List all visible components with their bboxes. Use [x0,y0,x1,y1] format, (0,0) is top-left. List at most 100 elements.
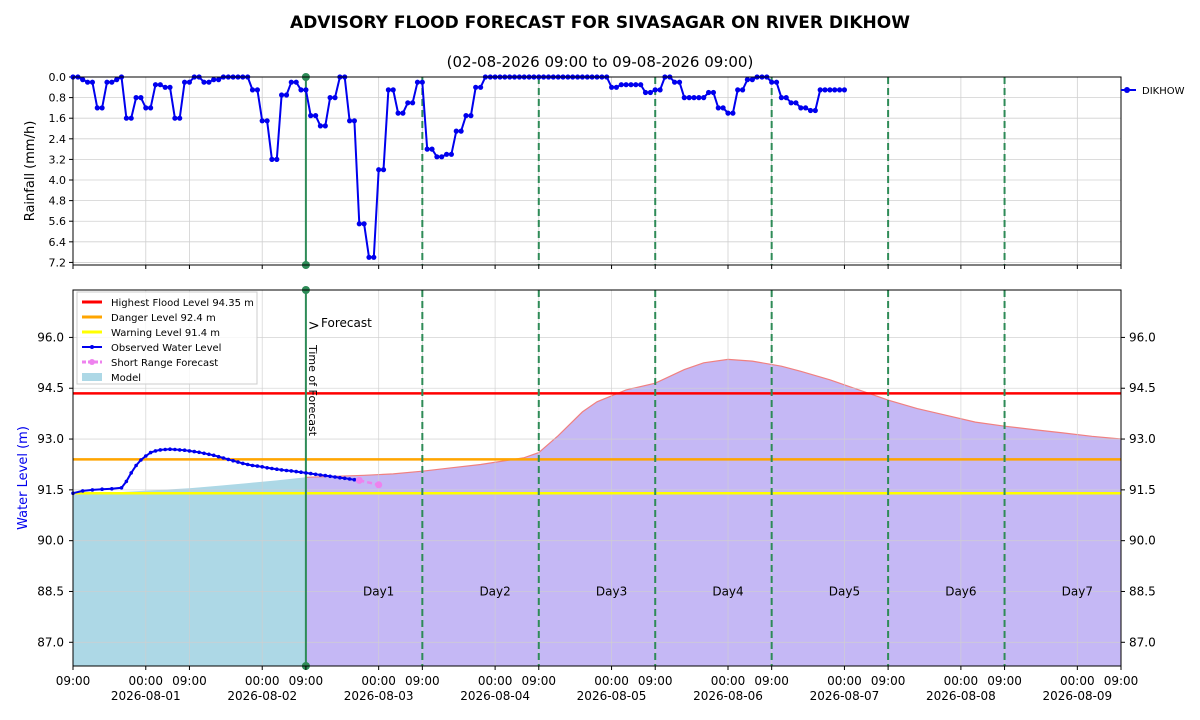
legend-label: Model [111,373,141,384]
time-tick-label: 00:00 [1060,674,1095,688]
chart-title: ADVISORY FLOOD FORECAST FOR SIVASAGAR ON… [290,13,910,33]
water-level-plot-frame [72,289,1122,667]
legend-label: Short Range Forecast [111,358,218,369]
rainfall-point [85,79,91,85]
rainfall-point [288,79,294,85]
legend-marker [90,345,94,349]
rainfall-point [371,254,377,260]
rainfall-point [254,87,260,93]
water-level-right-tick-label: 90.0 [1129,534,1156,548]
rainfall-point [327,95,333,101]
rainfall-point [463,113,469,119]
rainfall-point [259,118,265,124]
water-level-tick-label: 93.0 [37,432,64,446]
rainfall-point [380,167,387,173]
rainfall-tick-label: 2.4 [49,133,67,146]
observed-water-level-point [163,447,167,452]
water-level-tick-label: 88.5 [37,584,64,598]
chart-subtitle: (02-08-2026 09:00 to 09-08-2026 09:00) [447,53,754,71]
rainfall-point [264,118,270,124]
rainfall-tick-label: 0.8 [49,92,67,105]
rainfall-point [434,154,440,160]
observed-water-level-point [207,452,211,457]
rainfall-point [211,77,217,83]
rainfall-point [308,113,314,119]
rainfall-point [298,87,304,93]
observed-water-level-point [187,449,192,453]
rainfall-point [822,87,828,93]
day-label: Day7 [1062,584,1093,598]
observed-water-level-point [202,451,206,456]
rainfall-point [157,82,163,88]
observed-water-level-point [313,472,318,477]
time-tick-label: 00:00 [128,674,163,688]
rainfall-point [395,110,401,116]
time-tick-label: 09:00 [405,674,440,688]
time-tick-label: 00:00 [594,674,629,688]
rainfall-point [366,254,372,260]
rainfall-point [652,87,658,93]
observed-water-level-point [270,466,274,471]
date-label: 2026-08-06 [693,689,763,703]
rainfall-point [172,115,178,121]
rainfall-point [706,89,712,96]
model-area [73,358,1122,666]
rainfall-point [313,113,319,119]
rainfall-point [94,105,100,111]
rainfall-tick-label: 4.8 [49,195,67,208]
observed-water-level-point [294,469,299,474]
observed-water-level-point [177,448,182,452]
day-labels: Day1 Day2 Day3 Day4 Day5 Day6 Day7 [363,584,1093,598]
rainfall-point [182,79,188,85]
observed-water-level-point [328,474,332,479]
rainfall-tick-label: 1.6 [49,112,67,125]
rainfall-point [812,107,818,114]
rainfall-point [837,87,843,93]
model-forecast-line [305,358,1122,478]
observed-water-level-point [144,454,148,458]
rainfall-point [385,87,391,93]
observed-water-level-point [260,465,265,469]
rainfall-panel: 0.0 0.8 1.6 2.4 3.2 4.0 4.8 5.6 6.4 7.2 Rainfall … [23,71,1185,269]
rainfall-point [148,105,154,111]
observed-water-level-point [153,449,158,453]
rainfall-point [128,115,134,121]
water-level-right-tick-label: 88.5 [1129,584,1156,598]
rainfall-point [104,79,110,85]
rainfall-point [414,79,421,85]
observed-water-level-point [308,471,313,476]
rainfall-tick-label: 7.2 [49,256,67,269]
rainfall-point [633,82,639,88]
rainfall-point [827,87,833,93]
rainfall-point [841,87,848,93]
date-label: 2026-08-04 [460,689,530,703]
water-level-panel: 87.0 87.0 88.5 88.5 90.0 90.0 91.5 91.5 93.0 93.0… [16,286,1156,703]
water-level-tick-label: 90.0 [37,534,64,548]
rainfall-point [778,95,785,101]
rainfall-point [783,95,789,101]
rainfall-point [676,79,683,85]
rainfall-vertical-lines [301,73,1006,269]
time-axis-ticks: 09:00 00:00 09:00 00:00 09:00 00:00 09:00 00:00… [56,666,1138,703]
rainfall-point [618,82,624,88]
observed-water-level-point [197,450,201,455]
rainfall-legend-marker [1124,87,1130,93]
rainfall-point [216,77,222,83]
day-label: Day4 [712,584,743,598]
day-label: Day3 [596,584,627,598]
day-label: Day2 [479,584,510,598]
rainfall-point [186,79,192,85]
rainfall-point [793,100,799,106]
rainfall-series [70,74,848,260]
rainfall-line [73,75,845,259]
observed-water-level-point [100,487,104,492]
observed-water-level-point [139,458,143,462]
rainfall-point [817,87,823,93]
observed-water-level-point [275,467,279,472]
rainfall-point [744,77,751,83]
rainfall-point [424,146,430,152]
observed-water-level-point [347,477,352,481]
date-label: 2026-08-01 [111,689,181,703]
observed-water-level-point [323,473,328,478]
water-level-y-axis-label: Water Level (m) [16,426,31,530]
